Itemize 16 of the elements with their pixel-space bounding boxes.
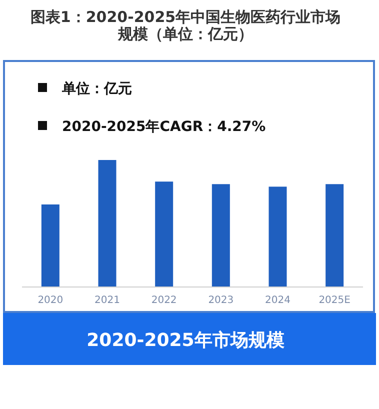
bar bbox=[268, 186, 287, 287]
bar bbox=[155, 182, 174, 287]
bar bbox=[326, 184, 344, 287]
x-tick-label: 2023 bbox=[208, 295, 234, 306]
chart-title: 图表1：2020-2025年中国生物医药行业市场规模（单位：亿元） bbox=[30, 8, 341, 43]
x-tick-label: 2024 bbox=[265, 295, 290, 306]
text: 单位：亿元 bbox=[61, 81, 132, 97]
text: 2020-2025年CAGR：4.27% bbox=[62, 119, 266, 135]
bar bbox=[212, 184, 230, 287]
x-tick-label: 2020 bbox=[38, 295, 64, 306]
x-axis-title: 2020-2025年市场规模 bbox=[86, 330, 284, 351]
bar bbox=[41, 204, 60, 287]
x-tick-label: 2022 bbox=[151, 295, 177, 306]
bar bbox=[98, 160, 116, 287]
x-tick-label: 2025E bbox=[318, 295, 350, 306]
x-tick-label: 2021 bbox=[94, 295, 120, 306]
